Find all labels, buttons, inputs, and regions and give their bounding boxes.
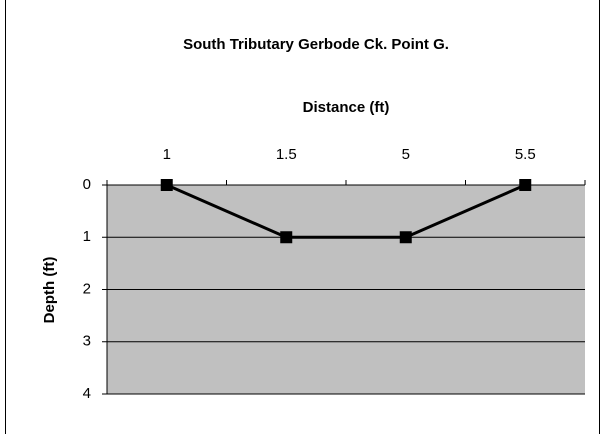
y-tick-label: 4	[83, 385, 91, 402]
x-tick-label: 5	[402, 146, 410, 163]
data-point	[160, 179, 173, 191]
y-tick-label: 0	[83, 176, 91, 193]
y-axis-title: Depth (ft)	[41, 257, 58, 324]
data-point	[399, 231, 412, 244]
data-point	[519, 179, 532, 191]
y-tick-label: 1	[83, 228, 91, 245]
chart-title: South Tributary Gerbode Ck. Point G.	[183, 36, 449, 53]
chart-border	[5, 0, 600, 434]
x-axis-title: Distance (ft)	[303, 99, 390, 116]
x-tick-label: 1.5	[276, 146, 297, 163]
data-point	[280, 231, 293, 244]
series-line	[166, 183, 526, 239]
y-tick-label: 2	[83, 280, 91, 297]
y-tick-label: 3	[83, 333, 91, 350]
x-tick-label: 5.5	[515, 146, 536, 163]
x-tick-label: 1	[163, 146, 171, 163]
